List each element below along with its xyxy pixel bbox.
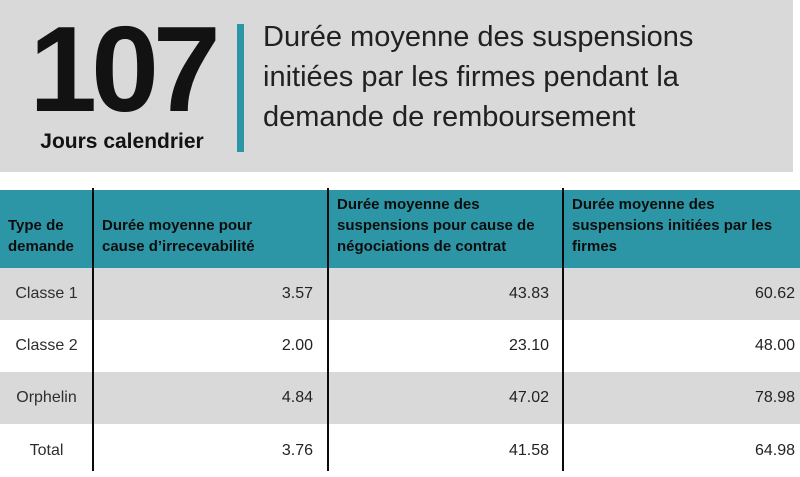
table-row-orphelin[interactable]: Orphelin 4.84 47.02 78.98 [0,372,800,424]
row-label: Orphelin [16,389,77,406]
column-header-negociations: Durée moyenne des suspensions pour cause… [337,196,535,255]
cell-value: 48.00 [754,337,795,354]
column-divider-line [562,188,564,471]
table-row-total[interactable]: Total 3.76 41.58 64.98 [0,424,800,477]
cell-value: 78.98 [754,389,795,406]
cell-value: 47.02 [508,389,549,406]
column-header-firmes: Durée moyenne des suspensions initiées p… [572,196,773,255]
cell-value: 43.83 [508,285,549,302]
column-divider-line [92,188,94,471]
cell-value: 41.58 [508,441,549,459]
row-label: Classe 1 [15,285,78,302]
kpi-card: 107 Jours calendrier Durée moyenne des s… [0,0,793,172]
table-row-classe-2[interactable]: Classe 2 2.00 23.10 48.00 [0,320,800,372]
table-header-row: Type de demande Durée moyenne pour cause… [0,190,800,268]
cell-value: 3.57 [281,285,313,302]
row-label: Total [29,441,64,459]
kpi-value: 107 [29,1,221,137]
column-header-type-de-demande: Type de demande [8,217,74,255]
cell-value: 4.84 [281,389,313,406]
row-label: Classe 2 [15,337,78,354]
kpi-label: Jours calendrier [40,130,204,153]
accent-divider-bar [237,24,244,152]
table-row-classe-1[interactable]: Classe 1 3.57 43.83 60.62 [0,268,800,320]
visual-title: Durée moyenne des suspensions initiées p… [263,21,694,133]
column-header-irrecevabilite: Durée moyenne pour cause d’irrecevabilit… [102,217,255,255]
cell-value: 3.76 [281,441,313,459]
cell-value: 23.10 [508,337,549,354]
cell-value: 60.62 [754,285,795,302]
column-divider-line [327,188,329,471]
cell-value: 64.98 [754,441,795,459]
cell-value: 2.00 [281,337,313,354]
kpi-stat: 107 Jours calendrier [16,0,228,154]
